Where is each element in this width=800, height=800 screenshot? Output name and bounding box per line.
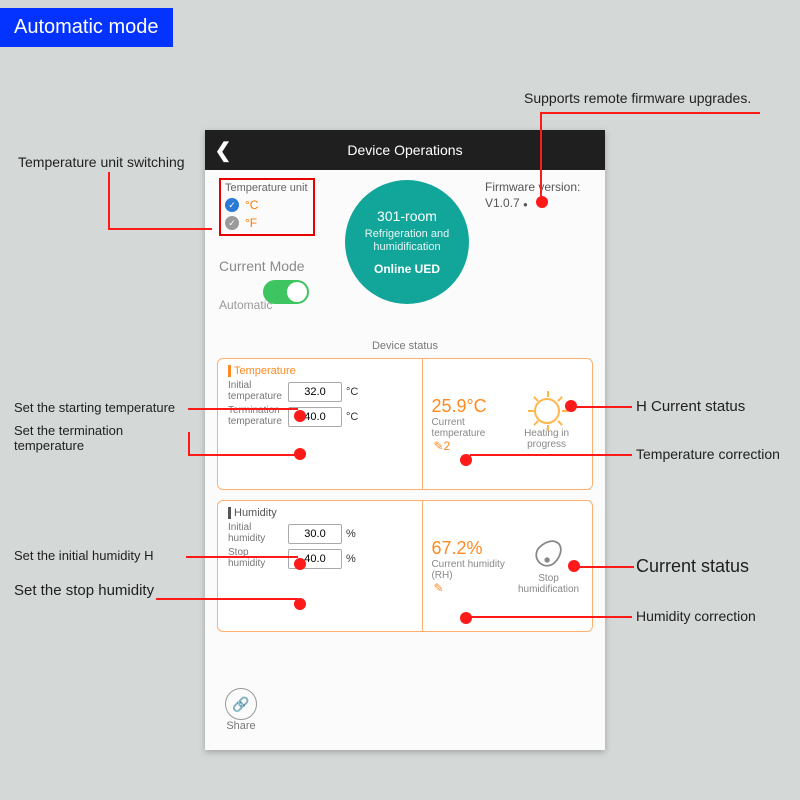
firmware-label: Firmware version: [485,180,580,196]
edit-temp-icon[interactable]: ✎2 [433,439,509,453]
callout-line [540,112,542,198]
temp-unit: °C [346,411,358,423]
callout-line [156,598,298,600]
initial-humidity-input[interactable] [288,524,342,544]
humidity-header: Humidity [228,507,414,519]
temperature-panel: Temperature Initial temperature °C Termi… [217,358,593,490]
heating-status-label: Heating in progress [509,428,584,450]
temp-unit: °C [346,386,358,398]
callout-hum-correction: Humidity correction [636,608,756,624]
device-status-title: Device status [205,340,605,352]
callout-dot [294,558,306,570]
callout-current-status-hum: Current status [636,556,749,577]
callout-dot [460,612,472,624]
temperature-header: Temperature [228,365,414,377]
humidification-status-label: Stop humidification [513,573,584,595]
initial-temp-label: Initial temperature [228,381,288,402]
callout-start-temp: Set the starting temperature [14,400,175,415]
device-online-status: Online UED [374,262,440,276]
firmware-block: Firmware version: V1.0.7 ● [485,180,580,211]
callout-temp-correction: Temperature correction [636,446,780,462]
mode-banner: Automatic mode [0,8,173,47]
sun-icon [534,398,560,424]
unit-celsius-label: °C [245,198,258,212]
callout-line [578,566,634,568]
humidity-panel: Humidity Initial humidity % Stop humidit… [217,500,593,632]
current-temp-label: Current temperature [431,417,509,439]
callout-line [108,228,212,230]
callout-current-status-temp: H Current status [636,398,745,415]
callout-line [470,616,632,618]
app-header: ❮ Device Operations [205,130,605,170]
callout-line [188,454,298,456]
edit-humidity-icon[interactable]: ✎ [433,581,513,595]
current-temp-value: 25.9°C [431,396,509,417]
callout-init-hum: Set the initial humidity H [14,548,153,563]
check-icon: ✓ [225,216,239,230]
share-label: Share [225,720,257,732]
drop-icon [530,535,567,572]
current-mode-block: Current Mode Automatic [219,258,309,307]
callout-line [108,172,110,230]
callout-line [540,112,760,114]
callout-term-temp: Set the termination temperature [14,424,184,454]
callout-stop-hum: Set the stop humidity [14,582,154,599]
callout-line [186,556,298,558]
device-info-circle: 301-room Refrigeration and humidificatio… [345,180,469,304]
callout-line [188,432,190,456]
callout-line [188,408,298,410]
humidity-unit: % [346,553,356,565]
temp-correction-hint: 2 [444,439,451,453]
callout-line [574,406,632,408]
callout-unit-switch: Temperature unit switching [18,154,185,170]
unit-option-celsius[interactable]: ✓ °C [225,198,309,212]
back-button[interactable]: ❮ [205,138,241,163]
temperature-unit-selector: Temperature unit ✓ °C ✓ °F [219,178,315,236]
unit-fahrenheit-label: °F [245,216,257,230]
callout-firmware: Supports remote firmware upgrades. [524,90,751,106]
check-icon: ✓ [225,198,239,212]
callout-dot [294,410,306,422]
humidity-unit: % [346,528,356,540]
device-screen: ❮ Device Operations Temperature unit ✓ °… [205,130,605,750]
page-title: Device Operations [241,142,605,158]
unit-option-fahrenheit[interactable]: ✓ °F [225,216,309,230]
initial-humidity-label: Initial humidity [228,523,288,544]
callout-dot [536,196,548,208]
device-room: 301-room [377,208,437,224]
firmware-version: V1.0.7 [485,196,520,210]
stop-humidity-label: Stop humidity [228,548,288,569]
mode-toggle[interactable] [263,280,309,304]
current-mode-value: Automatic [219,298,272,312]
temperature-unit-label: Temperature unit [225,182,309,194]
callout-line [470,454,632,456]
current-mode-label: Current Mode [219,258,309,274]
initial-temp-input[interactable] [288,382,342,402]
share-block[interactable]: 🔗 Share [225,688,257,732]
share-icon: 🔗 [225,688,257,720]
device-process: Refrigeration and humidification [345,228,469,253]
current-humidity-value: 67.2% [431,538,513,559]
current-humidity-label: Current humidity (RH) [431,559,513,581]
